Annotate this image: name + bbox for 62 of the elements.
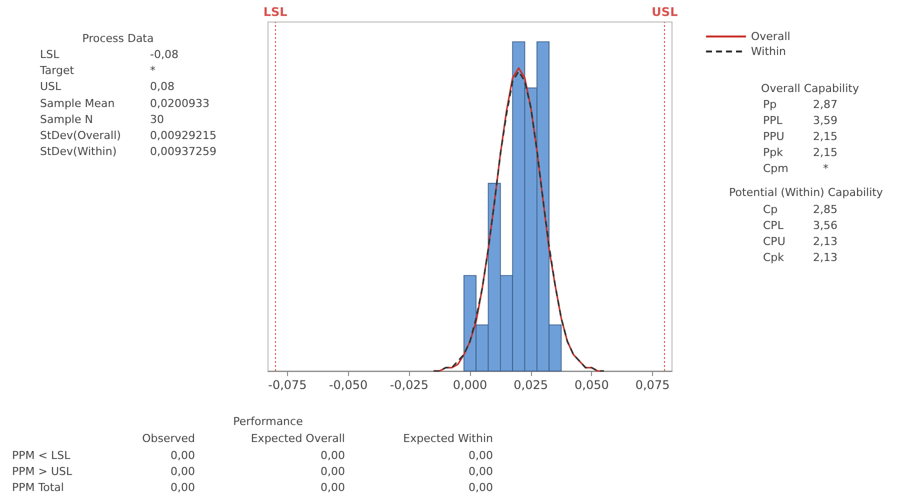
text: 0,08: [150, 80, 174, 93]
text: PPM < LSL: [12, 449, 70, 462]
text: 0,00929215: [150, 129, 216, 142]
x-tick-label: 0,050: [574, 378, 609, 392]
text: Expected Overall: [250, 432, 345, 445]
x-tick-label: 0,000: [452, 378, 488, 392]
text: Potential (Within) Capability: [729, 186, 883, 199]
x-tick-label: -0,075: [268, 378, 307, 392]
text: 0,00: [468, 481, 493, 494]
text: 0,00: [170, 449, 195, 462]
text: 2,13: [813, 251, 838, 264]
text: 0,00: [468, 449, 493, 462]
text: 0,0200933: [150, 97, 210, 110]
text: Process Data: [82, 32, 154, 45]
text: Target: [40, 64, 74, 77]
text: 2,15: [813, 130, 838, 143]
text: Overall Capability: [761, 82, 859, 95]
text: 0,00937259: [150, 145, 216, 158]
text: 0,00: [320, 465, 345, 478]
text: 0,00: [320, 481, 345, 494]
x-tick-label: -0,050: [328, 378, 368, 392]
text: PPM Total: [12, 481, 64, 494]
text: 2,15: [813, 146, 838, 159]
text: 30: [150, 113, 164, 126]
x-tick-label: 0,075: [635, 378, 670, 392]
text: Sample Mean: [40, 97, 115, 110]
legend-label: Within: [751, 45, 786, 58]
x-tick-label: 0,025: [514, 378, 548, 392]
text: 2,13: [813, 235, 838, 248]
text: Sample N: [40, 113, 93, 126]
text: Performance: [233, 415, 303, 428]
text: USL: [40, 80, 62, 93]
text: 3,56: [813, 219, 838, 232]
text: Pp: [763, 98, 777, 111]
text: StDev(Overall): [40, 129, 121, 142]
x-tick-label: -0,025: [390, 378, 428, 392]
text: Cpm: [763, 162, 788, 175]
text: PPL: [763, 114, 782, 127]
ref-line-label: LSL: [263, 5, 288, 19]
text: Cp: [763, 203, 778, 216]
text: -0,08: [150, 48, 178, 61]
text: StDev(Within): [40, 145, 117, 158]
text: Ppk: [763, 146, 783, 159]
text: 0,00: [320, 449, 345, 462]
text: CPL: [763, 219, 784, 232]
text: PPU: [763, 130, 784, 143]
text: Observed: [142, 432, 195, 445]
text: CPU: [763, 235, 786, 248]
text: 0,00: [468, 465, 493, 478]
text: Cpk: [763, 251, 784, 264]
text: *: [823, 162, 828, 175]
text: Expected Within: [403, 432, 493, 445]
text: PPM > USL: [12, 465, 72, 478]
ref-line-label: USL: [652, 5, 678, 19]
legend-label: Overall: [751, 30, 790, 43]
text: 2,87: [813, 98, 838, 111]
text: 0,00: [170, 465, 195, 478]
text: 0,00: [170, 481, 195, 494]
text: LSL: [40, 48, 60, 61]
text: *: [150, 64, 156, 77]
text: 3,59: [813, 114, 838, 127]
text: 2,85: [813, 203, 838, 216]
